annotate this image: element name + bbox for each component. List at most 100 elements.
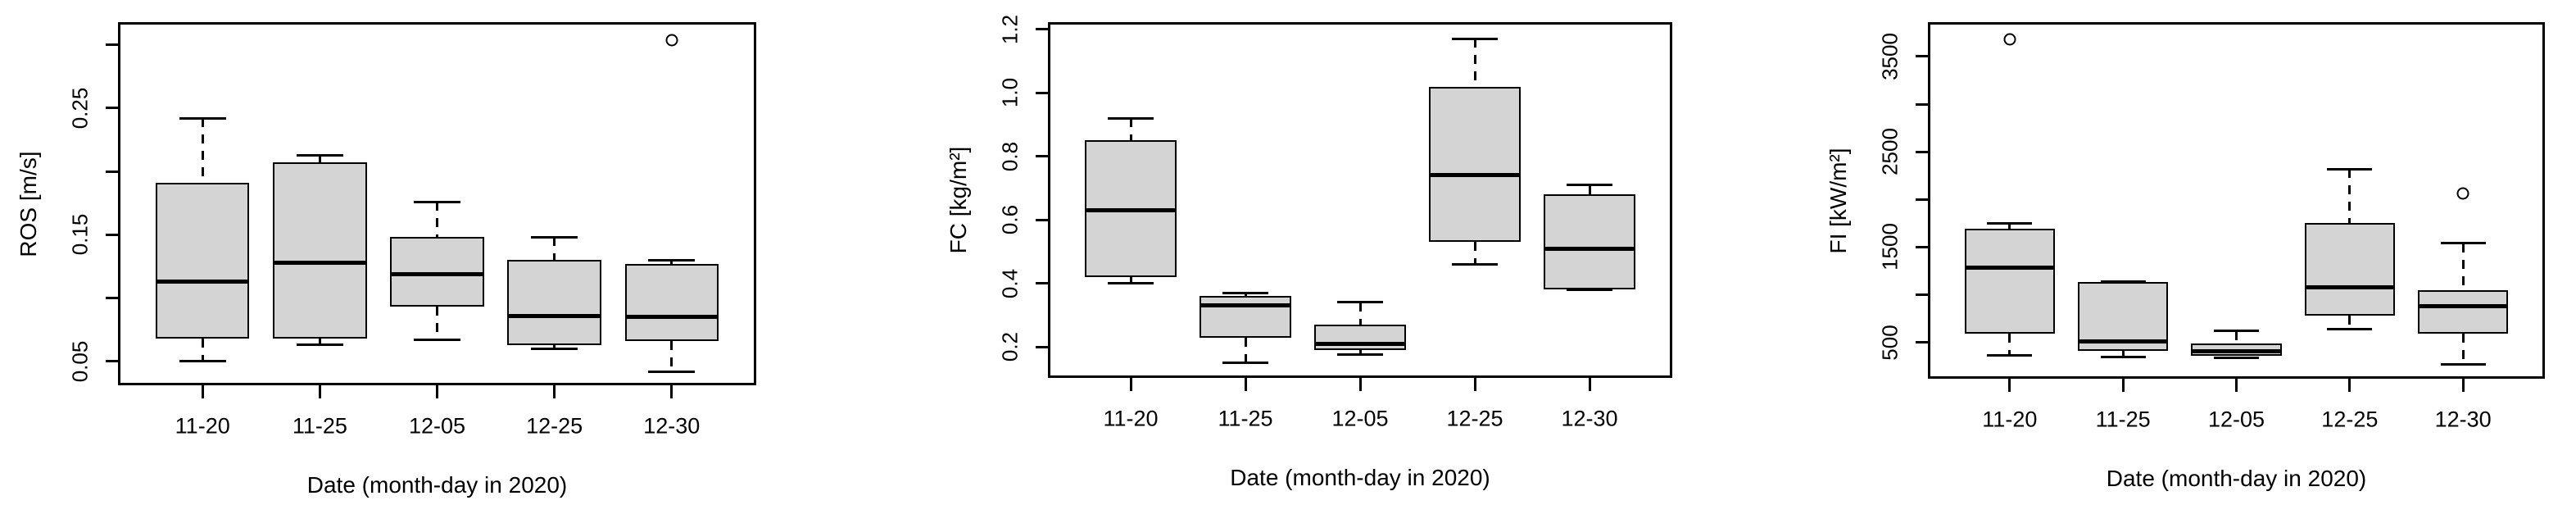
upper-whisker-cap bbox=[2440, 242, 2486, 245]
x-tick-mark bbox=[2121, 379, 2125, 392]
median-line bbox=[1429, 173, 1521, 178]
box-11-25 bbox=[1200, 296, 1291, 338]
x-tick-label: 12-25 bbox=[1446, 406, 1503, 431]
upper-whisker bbox=[553, 237, 556, 261]
box-12-05 bbox=[1314, 325, 1406, 350]
upper-whisker-cap bbox=[2213, 330, 2260, 333]
x-tick-label: 11-25 bbox=[292, 413, 347, 439]
lower-whisker bbox=[1473, 242, 1476, 265]
x-tick-label: 12-05 bbox=[2207, 407, 2265, 432]
y-tick-mark bbox=[1916, 245, 1928, 248]
y-tick-mark bbox=[1916, 55, 1928, 58]
box-12-25 bbox=[1429, 86, 1521, 243]
y-tick-mark bbox=[1916, 102, 1928, 106]
upper-whisker-cap bbox=[1108, 116, 1154, 120]
x-tick-label: 12-05 bbox=[1331, 406, 1389, 431]
y-tick-mark bbox=[1036, 282, 1048, 285]
y-tick-mark bbox=[106, 233, 118, 236]
median-line bbox=[1964, 266, 2056, 271]
box-11-20 bbox=[1964, 229, 2056, 334]
median-line bbox=[2417, 303, 2509, 308]
y-tick-mark bbox=[1916, 293, 1928, 296]
x-tick-mark bbox=[1473, 378, 1476, 391]
x-axis-label: Date (month-day in 2020) bbox=[306, 472, 568, 498]
lower-whisker bbox=[2008, 334, 2011, 356]
x-tick-mark bbox=[2461, 379, 2465, 392]
median-line bbox=[507, 313, 601, 318]
upper-whisker-cap bbox=[1337, 301, 1383, 304]
upper-whisker-cap bbox=[648, 258, 696, 262]
plot-frame bbox=[1048, 22, 1672, 378]
upper-whisker bbox=[670, 260, 673, 264]
y-tick-label: 2500 bbox=[1877, 128, 1903, 176]
median-line bbox=[273, 260, 367, 265]
x-tick-mark bbox=[1358, 378, 1362, 391]
y-tick-mark bbox=[106, 297, 118, 300]
upper-whisker-cap bbox=[296, 153, 343, 157]
y-tick-label: 0.6 bbox=[997, 205, 1023, 235]
upper-whisker-cap bbox=[179, 116, 226, 120]
upper-whisker-cap bbox=[1567, 184, 1612, 187]
upper-whisker bbox=[1473, 39, 1476, 87]
median-line bbox=[390, 271, 484, 276]
x-tick-mark bbox=[670, 385, 673, 398]
lower-whisker-cap bbox=[1222, 362, 1268, 364]
x-tick-mark bbox=[2235, 379, 2238, 392]
y-tick-label: 1500 bbox=[1877, 223, 1903, 271]
lower-whisker bbox=[670, 341, 673, 372]
upper-whisker bbox=[2235, 330, 2238, 343]
y-tick-mark bbox=[106, 43, 118, 47]
lower-whisker-cap bbox=[1452, 262, 1498, 266]
lower-whisker bbox=[436, 307, 438, 340]
y-tick-mark bbox=[1036, 345, 1048, 348]
upper-whisker bbox=[2008, 223, 2011, 230]
lower-whisker-cap bbox=[2327, 327, 2373, 330]
y-tick-label: 0.2 bbox=[997, 332, 1023, 362]
upper-whisker bbox=[318, 155, 321, 163]
y-tick-label: 1.0 bbox=[997, 78, 1023, 108]
lower-whisker bbox=[201, 338, 204, 362]
lower-whisker bbox=[553, 344, 556, 349]
y-tick-label: 1.2 bbox=[997, 14, 1023, 44]
box-12-30 bbox=[2417, 289, 2509, 334]
lower-whisker bbox=[2348, 316, 2352, 330]
y-axis-label-fi: FI [kW/m²] bbox=[1825, 147, 1851, 254]
box-11-20 bbox=[155, 183, 250, 339]
x-tick-label: 12-25 bbox=[526, 413, 583, 439]
x-tick-mark bbox=[436, 385, 438, 398]
lower-whisker bbox=[1358, 350, 1362, 355]
y-tick-label: 0.8 bbox=[997, 141, 1023, 171]
lower-whisker bbox=[2121, 351, 2125, 357]
upper-whisker bbox=[2461, 243, 2465, 290]
median-line bbox=[624, 315, 719, 320]
upper-whisker bbox=[1129, 118, 1132, 141]
upper-whisker-cap bbox=[531, 235, 578, 239]
upper-whisker bbox=[1358, 302, 1362, 325]
x-tick-mark bbox=[1129, 378, 1132, 391]
y-tick-mark bbox=[106, 170, 118, 173]
x-tick-label: 11-20 bbox=[175, 413, 230, 439]
y-axis-label-ros: ROS [m/s] bbox=[16, 150, 41, 257]
median-line bbox=[155, 279, 250, 284]
y-tick-mark bbox=[1036, 28, 1048, 31]
lower-whisker-cap bbox=[2440, 362, 2486, 366]
box-12-30 bbox=[624, 263, 719, 342]
upper-whisker bbox=[436, 202, 438, 238]
outlier-point bbox=[665, 34, 678, 47]
upper-whisker bbox=[201, 118, 204, 184]
x-tick-mark bbox=[2008, 379, 2011, 392]
median-line bbox=[1544, 246, 1635, 251]
lower-whisker bbox=[1129, 276, 1132, 284]
x-axis-label: Date (month-day in 2020) bbox=[1230, 465, 1490, 490]
x-tick-mark bbox=[1588, 378, 1591, 391]
y-tick-label: 3500 bbox=[1877, 33, 1903, 80]
x-tick-label: 11-20 bbox=[1982, 407, 2038, 432]
outlier-point bbox=[2456, 187, 2469, 200]
lower-whisker-cap bbox=[296, 343, 343, 347]
upper-whisker-cap bbox=[1222, 291, 1268, 294]
lower-whisker-cap bbox=[2213, 356, 2260, 359]
x-tick-label: 12-30 bbox=[2434, 407, 2492, 432]
upper-whisker-cap bbox=[2100, 280, 2146, 283]
x-tick-mark bbox=[1244, 378, 1247, 391]
